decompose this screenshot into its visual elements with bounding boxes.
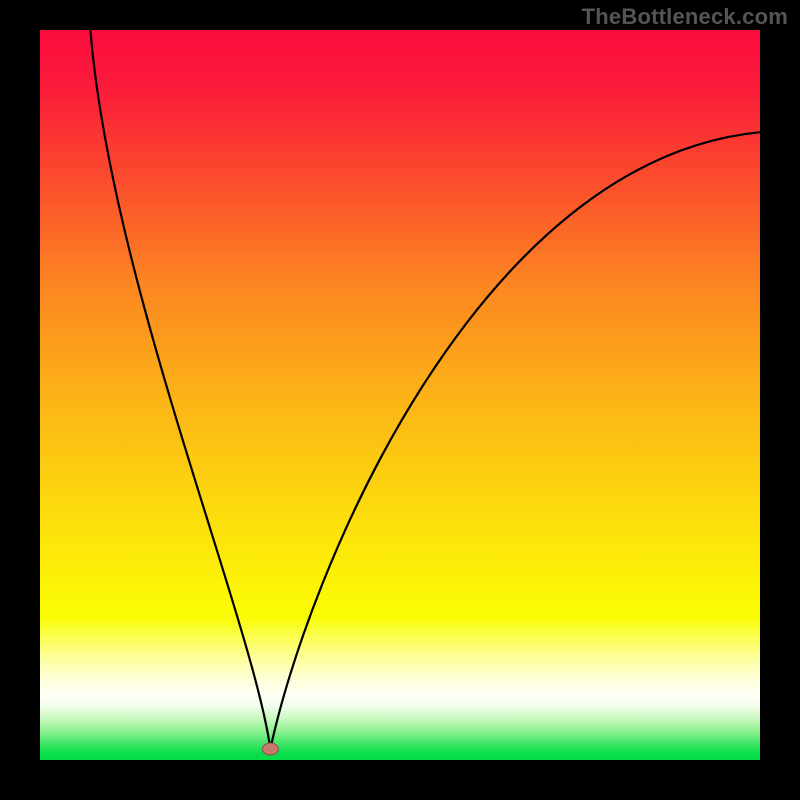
bottleneck-chart [0, 0, 800, 800]
watermark-text: TheBottleneck.com [582, 4, 788, 30]
curve-minimum-marker [262, 743, 278, 755]
chart-frame: TheBottleneck.com [0, 0, 800, 800]
plot-area-rect [40, 30, 760, 760]
